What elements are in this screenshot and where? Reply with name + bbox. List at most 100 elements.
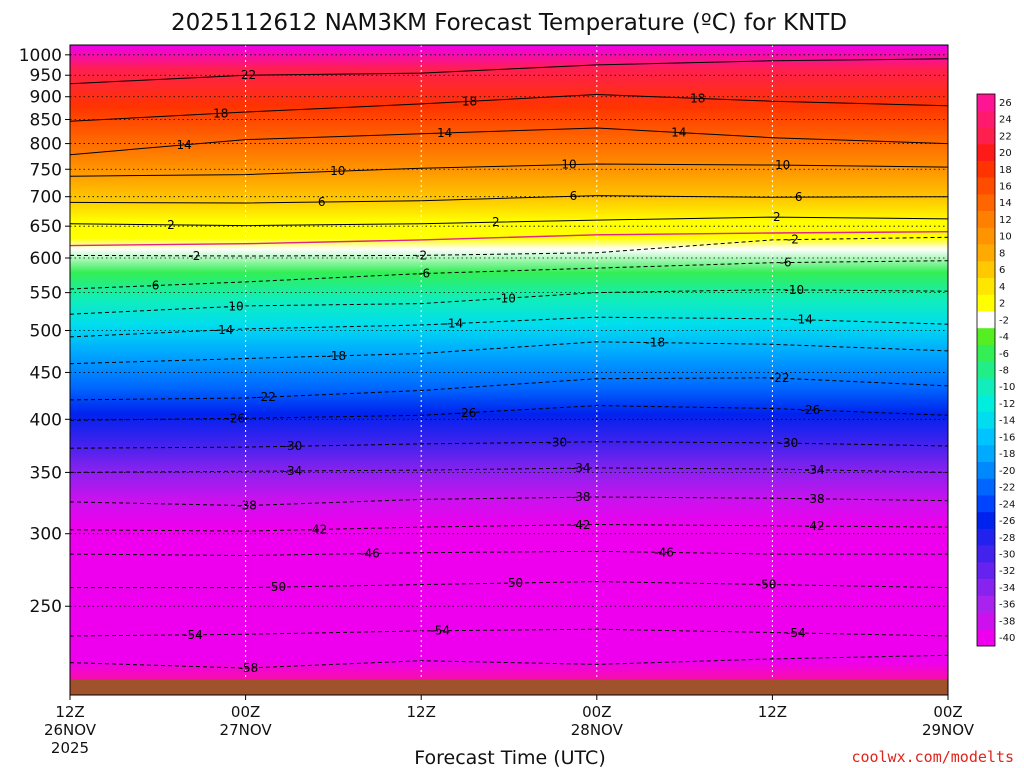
isotherm-label: -42 (307, 522, 327, 536)
isotherm-line (70, 231, 948, 247)
colorbar-label: 6 (999, 265, 1005, 276)
colorbar-label: -18 (999, 449, 1015, 460)
y-tick-label: 350 (30, 463, 62, 483)
isotherm-line (70, 581, 948, 589)
isotherm-label: -26 (801, 403, 821, 417)
colorbar-swatch (977, 144, 995, 162)
y-tick-label: 950 (30, 66, 62, 86)
isotherm-label: -50 (757, 577, 777, 591)
isotherm-label: 10 (775, 158, 790, 172)
isotherm-label: -50 (504, 576, 524, 590)
isotherm-label: -38 (805, 492, 825, 506)
isotherm-label: -54 (786, 626, 806, 640)
y-tick-label: 500 (30, 322, 62, 342)
isotherm-label: 2 (492, 215, 500, 229)
y-tick-label: 850 (30, 110, 62, 130)
colorbar-label: 8 (999, 248, 1005, 259)
colorbar-label: -30 (999, 550, 1015, 561)
isotherm-label: -30 (283, 439, 303, 453)
isotherm-label: -38 (237, 499, 257, 513)
chart-title: 2025112612 NAM3KM Forecast Temperature (… (171, 10, 847, 36)
isotherm-label: 22 (241, 68, 256, 82)
isotherm-label: -34 (805, 463, 825, 477)
isotherm-label: -14 (444, 317, 464, 331)
colorbar-swatch (977, 177, 995, 195)
colorbar-swatch (977, 528, 995, 546)
x-tick-label: 28NOV (571, 721, 624, 739)
colorbar-swatch (977, 160, 995, 178)
colorbar-swatch (977, 127, 995, 145)
colorbar-swatch (977, 595, 995, 613)
isotherm-line (70, 523, 948, 532)
colorbar-label: -14 (999, 416, 1015, 427)
x-tick-label: 00Z (933, 703, 962, 721)
y-tick-label: 800 (30, 135, 62, 155)
colorbar-label: 26 (999, 98, 1012, 109)
isotherm-label: 10 (561, 158, 576, 172)
colorbar-swatch (977, 94, 995, 112)
isotherm-line (70, 467, 948, 473)
isotherm-label: -34 (283, 464, 303, 478)
colorbar-swatch (977, 411, 995, 429)
isotherm-line (70, 550, 948, 557)
isotherm-line (70, 628, 948, 637)
colorbar-label: -10 (999, 382, 1015, 393)
isotherm-label: -10 (224, 299, 244, 313)
isotherm-label: -10 (496, 291, 516, 305)
isotherm-line (70, 58, 948, 85)
isotherm-label: -42 (571, 518, 591, 532)
isotherm-line (70, 93, 948, 122)
isotherm-label: 10 (330, 164, 345, 178)
isotherm-label: -38 (571, 490, 591, 504)
colorbar-swatch (977, 462, 995, 480)
isotherm-label: 18 (213, 106, 228, 120)
x-axis-title: Forecast Time (UTC) (414, 747, 605, 768)
y-tick-label: 300 (30, 525, 62, 545)
isotherm-line (70, 496, 948, 507)
colorbar-label: 22 (999, 131, 1012, 142)
colorbar-swatch (977, 478, 995, 496)
x-tick-label: 12Z (407, 703, 436, 721)
y-tick-label: 900 (30, 88, 62, 108)
colorbar-label: -6 (999, 349, 1009, 360)
colorbar-label: 4 (999, 282, 1005, 293)
colorbar-label: -26 (999, 516, 1015, 527)
y-tick-label: 1000 (19, 46, 62, 66)
colorbar-swatch (977, 579, 995, 597)
isotherm-label: -10 (785, 283, 805, 297)
isotherm-label: -22 (256, 390, 276, 404)
colorbar-swatch (977, 495, 995, 513)
colorbar-label: 16 (999, 182, 1012, 193)
colorbar-label: 12 (999, 215, 1012, 226)
isotherm-label: -2 (787, 233, 799, 247)
isotherm-label: -46 (360, 547, 380, 561)
colorbar-label: -20 (999, 466, 1015, 477)
isotherm-label: 14 (437, 126, 452, 140)
isotherm-label: 6 (570, 189, 578, 203)
colorbar-label: -22 (999, 483, 1015, 494)
isotherm-label: 6 (318, 195, 326, 209)
colorbar-swatch (977, 428, 995, 446)
colorbar-label: -8 (999, 366, 1009, 377)
isotherm-label: 14 (671, 125, 686, 139)
colorbar-swatch (977, 294, 995, 312)
y-tick-label: 450 (30, 363, 62, 383)
colorbar-label: 18 (999, 165, 1012, 176)
colorbar-swatch (977, 110, 995, 128)
colorbar-label: -2 (999, 315, 1009, 326)
colorbar-swatch (977, 244, 995, 262)
colorbar-label: 2 (999, 299, 1005, 310)
colorbar-label: 24 (999, 115, 1012, 126)
isotherm-label: -6 (418, 266, 430, 280)
colorbar-swatch (977, 278, 995, 296)
y-tick-label: 650 (30, 217, 62, 237)
colorbar-label: -24 (999, 499, 1015, 510)
plot-area: -58 -54 -54 -54 -50 -50 -50 -46 -46 -42 -42 -42 -38 -… (70, 45, 948, 695)
x-tick-label: 26NOV (44, 721, 97, 739)
colorbar-label: -36 (999, 600, 1015, 611)
y-tick-label: 250 (30, 597, 62, 617)
x-tick-label: 00Z (582, 703, 611, 721)
colorbar-label: -40 (999, 633, 1015, 644)
x-tick-label: 29NOV (922, 721, 975, 739)
ground-surface (70, 680, 948, 695)
